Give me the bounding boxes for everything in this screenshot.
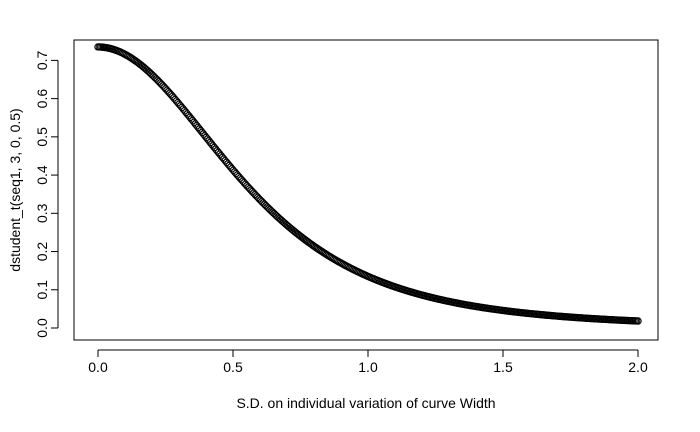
x-tick-label: 0.0 (88, 359, 108, 375)
x-tick-label: 1.5 (493, 359, 513, 375)
data-point (634, 317, 642, 325)
y-tick-label: 0.1 (34, 280, 50, 300)
y-tick-label: 0.2 (34, 242, 50, 262)
x-tick-label: 0.5 (223, 359, 243, 375)
x-axis-label: S.D. on individual variation of curve Wi… (236, 395, 495, 411)
x-tick-label: 1.0 (358, 359, 378, 375)
axes: 0.0 0.5 1.0 1.5 2.0 0.0 0.1 0.2 0.3 0.4 0.5 0.6 0.7 (34, 50, 648, 375)
x-tick-label: 2.0 (628, 359, 648, 375)
y-tick-label: 0.6 (34, 89, 50, 109)
y-axis-label: dstudent_t(seq1, 3, 0, 0.5) (7, 108, 23, 271)
y-tick-label: 0.3 (34, 203, 50, 223)
y-tick-label: 0.7 (34, 50, 50, 70)
plot-frame (73, 39, 659, 341)
y-tick-label: 0.4 (34, 165, 50, 185)
y-tick-label: 0.5 (34, 127, 50, 147)
data-points (94, 43, 642, 325)
y-tick-label: 0.0 (34, 318, 50, 338)
